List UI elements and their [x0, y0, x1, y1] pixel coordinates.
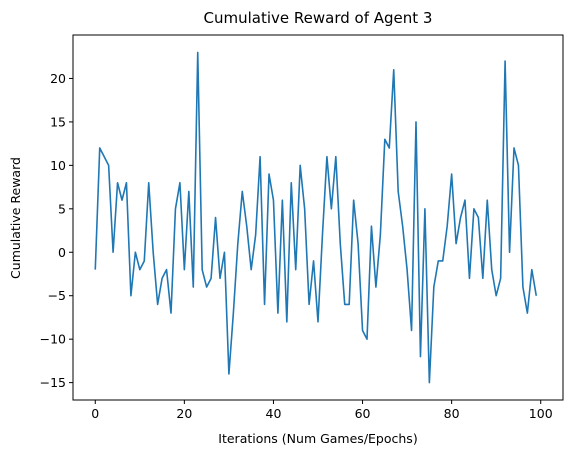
x-tick-label: 60	[355, 406, 371, 421]
y-tick-label: −10	[40, 332, 66, 347]
x-tick-label: 100	[529, 406, 553, 421]
y-tick-label: −5	[48, 288, 66, 303]
x-tick-label: 80	[444, 406, 460, 421]
y-tick-label: 20	[50, 71, 66, 86]
x-tick-label: 0	[91, 406, 99, 421]
plot-frame	[72, 34, 564, 401]
y-tick-label: 5	[58, 201, 66, 216]
x-axis-ticks: 0 20 40 60 80 100	[91, 400, 553, 421]
y-axis-label: Cumulative Reward	[8, 157, 23, 279]
series-line-0	[94, 51, 538, 384]
chart-title: Cumulative Reward of Agent 3	[204, 9, 433, 27]
y-tick-label: 10	[50, 158, 66, 173]
plot-area	[94, 51, 538, 384]
y-tick-label: 0	[58, 245, 66, 260]
x-tick-label: 40	[266, 406, 282, 421]
y-tick-label: 15	[50, 114, 66, 129]
y-axis-ticks: −15 −10 −5 0 5 10 15 20	[40, 71, 73, 390]
x-axis-label: Iterations (Num Games/Epochs)	[218, 431, 417, 446]
y-tick-label: −15	[40, 375, 66, 390]
x-tick-label: 20	[176, 406, 192, 421]
